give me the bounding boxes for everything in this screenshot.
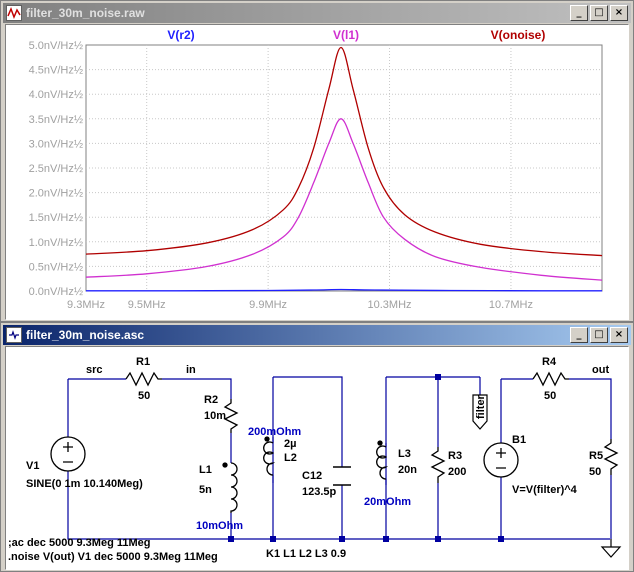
plot-window-title: filter_30m_noise.raw [26,6,145,20]
filter-net-label: filter [475,394,487,419]
plot-minimize-button[interactable]: _ [570,5,588,21]
y-tick-label: 3.5nV/Hz½ [29,114,83,126]
schematic-canvas[interactable]: filter src in out R1 50 R2 10m L1 5n 2µ … [5,346,629,570]
legend-entry[interactable]: V(r2) [167,28,194,42]
legend-entry[interactable]: V(l1) [333,28,359,42]
y-tick-label: 0.0nV/Hz½ [29,286,83,298]
schematic-icon [6,327,22,343]
plot-area[interactable]: 0.0nV/Hz½ 0.5nV/Hz½ 1.0nV/Hz½ 1.5nV/Hz½ 2.0n… [5,24,629,320]
l1-inductor[interactable] [222,462,238,513]
r5-name: R5 [589,450,603,462]
x-tick-label: 9.3MHz [67,299,105,311]
r4-resistor[interactable] [532,371,569,387]
y-tick-label: 3.0nV/Hz½ [29,138,83,150]
l3-inductor[interactable] [376,440,389,480]
y-tick-label: 5.0nV/Hz½ [29,40,83,52]
y-tick-label: 0.5nV/Hz½ [29,261,83,273]
y-tick-label: 4.0nV/Hz½ [29,89,83,101]
l1-name: L1 [199,464,212,476]
r5-resistor[interactable] [603,439,619,475]
r1-value: 50 [138,390,150,402]
noise-chart[interactable]: 0.0nV/Hz½ 0.5nV/Hz½ 1.0nV/Hz½ 1.5nV/Hz½ 2.0n… [6,25,629,319]
r3-resistor[interactable] [430,447,446,483]
net-label-out: out [592,364,609,376]
y-tick-label: 1.0nV/Hz½ [29,237,83,249]
l1-value: 5n [199,484,212,496]
plot-window[interactable]: filter_30m_noise.raw _ □ × 0.0nV/Hz½ 0.5n… [0,0,634,322]
v1-value: SINE(0 1m 10.140Meg) [26,478,143,490]
x-tick-label: 10.3MHz [368,299,412,311]
series-line [85,118,603,281]
schematic-titlebar[interactable]: filter_30m_noise.asc _ □ × [3,325,631,345]
noise-directive: .noise V(out) V1 dec 5000 9.3Meg 11Meg [8,551,218,563]
v1-name: V1 [26,460,39,472]
r4-name: R4 [542,356,557,368]
x-tick-label: 9.9MHz [249,299,287,311]
r2-value: 10m [204,410,226,422]
l2-inductor[interactable] [263,436,276,476]
coupling-directive: K1 L1 L2 L3 0.9 [266,548,346,560]
c12-capacitor[interactable] [333,466,351,486]
schematic-maximize-button[interactable]: □ [590,327,608,343]
r4-value: 50 [544,390,556,402]
r3-value: 200 [448,466,466,478]
schematic-window[interactable]: filter_30m_noise.asc _ □ × [0,322,634,572]
b1-source[interactable] [483,442,519,478]
r1-resistor[interactable] [125,371,162,387]
x-tick-label: 10.7MHz [489,299,533,311]
l1-esr: 10mOhm [196,520,243,532]
series-line [86,288,602,292]
junctions [228,374,504,542]
y-tick-label: 4.5nV/Hz½ [29,65,83,77]
l2-value: 2µ [284,438,296,450]
y-tick-label: 1.5nV/Hz½ [29,212,83,224]
ground-symbol[interactable] [600,539,622,558]
l3-name: L3 [398,448,411,460]
ac-directive: ;ac dec 5000 9.3Meg 11Meg [8,537,150,549]
v1-source[interactable] [50,436,86,472]
plot-maximize-button[interactable]: □ [590,5,608,21]
wires [67,376,612,540]
b1-value: V=V(filter)^4 [512,484,578,496]
l3-value: 20n [398,464,417,476]
c12-name: C12 [302,470,322,482]
schematic-close-button[interactable]: × [610,327,628,343]
l3-esr: 20mOhm [364,496,411,508]
filter-net-flag[interactable] [472,394,488,430]
net-label-src: src [86,364,103,376]
l2-name: L2 [284,452,297,464]
y-tick-label: 2.0nV/Hz½ [29,188,83,200]
plot-titlebar[interactable]: filter_30m_noise.raw _ □ × [3,3,631,23]
r1-name: R1 [136,356,150,368]
schematic-minimize-button[interactable]: _ [570,327,588,343]
plot-close-button[interactable]: × [610,5,628,21]
r5-value: 50 [589,466,601,478]
r2-resistor[interactable] [223,399,239,433]
schematic-window-title: filter_30m_noise.asc [26,328,145,342]
l2-esr: 200mOhm [248,426,301,438]
schematic-drawing[interactable]: filter src in out R1 50 R2 10m L1 5n 2µ … [6,347,629,569]
r3-name: R3 [448,450,462,462]
r2-name: R2 [204,394,218,406]
c12-value: 123.5p [302,486,337,498]
net-label-in: in [186,364,196,376]
x-tick-label: 9.5MHz [128,299,166,311]
legend-entry[interactable]: V(onoise) [491,28,546,42]
y-tick-label: 2.5nV/Hz½ [29,163,83,175]
series-line [85,46,603,257]
waveform-icon [6,5,22,21]
b1-name: B1 [512,434,526,446]
